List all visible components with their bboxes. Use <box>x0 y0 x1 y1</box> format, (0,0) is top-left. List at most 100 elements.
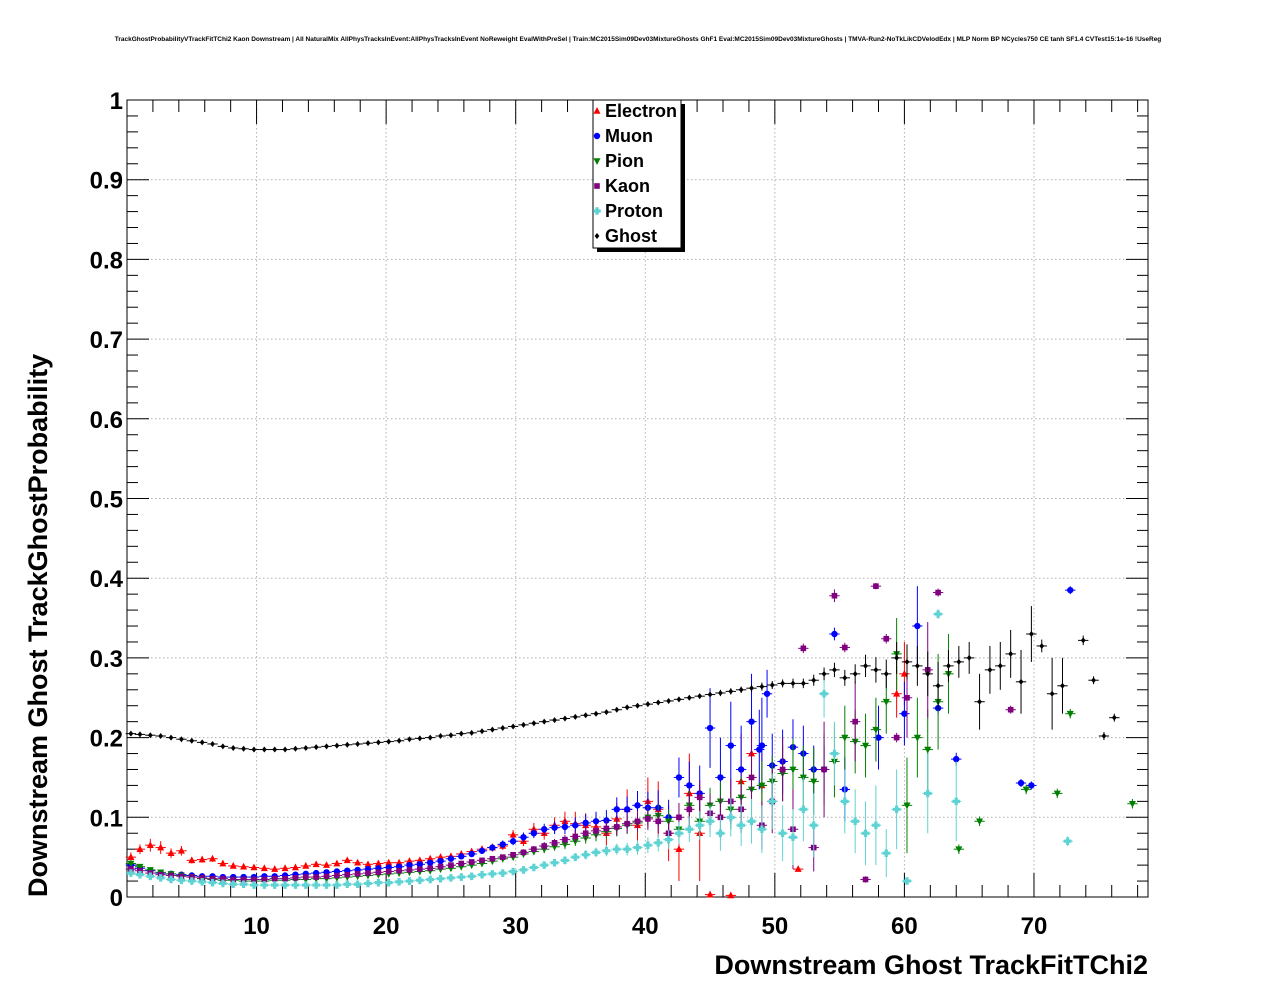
electron-point <box>675 845 683 852</box>
proton-point <box>187 877 196 885</box>
ghost-point <box>272 746 278 753</box>
ghost-point <box>583 712 589 719</box>
electron-point <box>209 854 217 862</box>
x-tick-label: 70 <box>1021 913 1048 940</box>
ghost-point <box>293 745 298 752</box>
kaon-point <box>323 873 330 880</box>
kaon-point <box>800 645 807 652</box>
pion-point <box>903 802 911 810</box>
kaon-point <box>613 824 620 830</box>
proton-point <box>127 869 135 877</box>
kaon-point <box>655 818 662 825</box>
ghost-point <box>500 725 506 732</box>
ghost-point <box>593 710 599 717</box>
proton-point <box>364 879 372 888</box>
proton-point <box>540 861 549 869</box>
electron-point <box>426 854 434 862</box>
ghost-point <box>147 732 153 739</box>
proton-point <box>478 870 486 879</box>
legend-marker-kaon <box>594 183 600 189</box>
legend-label-kaon: Kaon <box>605 176 650 196</box>
proton-point <box>675 829 683 838</box>
kaon-point <box>427 865 433 872</box>
proton-point <box>436 874 445 883</box>
ghost-point <box>189 737 195 744</box>
kaon-point <box>282 875 288 882</box>
kaon-point <box>251 876 257 883</box>
muon-point <box>1017 779 1025 787</box>
muon-point <box>634 802 641 809</box>
proton-point <box>561 856 569 865</box>
muon-point <box>499 841 506 848</box>
proton-point <box>405 877 414 885</box>
ghost-point <box>521 721 526 728</box>
proton-point <box>799 805 808 814</box>
muon-point <box>489 844 496 851</box>
proton-point <box>602 846 611 855</box>
muon-point <box>613 806 620 813</box>
proton-point <box>872 821 880 830</box>
kaon-point <box>468 859 475 865</box>
kaon-point <box>489 855 496 862</box>
proton-point <box>530 863 538 872</box>
ghost-point <box>718 689 723 696</box>
kaon-point <box>209 875 216 882</box>
ghost-point <box>531 720 537 727</box>
proton-point <box>239 880 248 889</box>
proton-point <box>737 821 745 830</box>
proton-point <box>312 881 320 889</box>
electron-point <box>893 689 901 697</box>
proton-point <box>498 869 507 877</box>
pion-point <box>882 698 890 706</box>
pion-point <box>789 766 797 774</box>
pion-point <box>955 846 963 854</box>
ghost-point <box>894 654 900 661</box>
electron-point <box>354 858 362 866</box>
kaon-point <box>779 766 786 773</box>
ghost-point <box>811 677 817 684</box>
ghost-point <box>489 726 495 733</box>
electron-point <box>291 863 299 871</box>
y-tick-label: 0.8 <box>90 247 123 274</box>
proton-point <box>156 874 165 882</box>
y-tick-label: 1 <box>110 88 123 115</box>
legend-items: Electron Muon Pion Kaon Proton Ghost <box>593 101 677 246</box>
electron-point <box>343 856 351 864</box>
x-tick-label: 40 <box>632 913 659 940</box>
proton-point <box>550 858 559 867</box>
kaon-point <box>178 873 185 880</box>
kaon-point <box>572 833 579 840</box>
electron-point <box>405 857 413 864</box>
electron-point <box>188 856 196 864</box>
ghost-point <box>344 741 350 748</box>
muon-point <box>478 847 486 854</box>
pion-point <box>551 843 559 851</box>
ghost-point <box>977 698 982 705</box>
proton-point <box>136 870 144 879</box>
kaon-point <box>396 867 402 874</box>
muon-point <box>675 774 683 781</box>
ghost-point <box>552 717 557 724</box>
ghost-point <box>210 740 215 747</box>
kaon-point <box>821 766 827 773</box>
ghost-point <box>842 674 848 681</box>
kaon-point <box>531 846 537 852</box>
proton-point <box>333 881 341 889</box>
kaon-point <box>603 825 610 832</box>
kaon-point <box>883 635 890 642</box>
pion-point <box>136 863 144 871</box>
kaon-point <box>448 862 454 868</box>
electron-point <box>302 861 310 869</box>
ghost-point <box>324 743 329 750</box>
kaon-point <box>271 875 278 882</box>
kaon-point <box>624 820 630 827</box>
muon-point <box>437 857 444 865</box>
muon-point <box>468 850 475 858</box>
kaon-point <box>168 872 174 879</box>
proton-point <box>374 878 383 887</box>
electron-point <box>333 859 341 867</box>
y-tick-label: 0.1 <box>90 805 123 832</box>
ghost-point <box>1091 677 1096 684</box>
proton-point <box>851 817 859 826</box>
ghost-point <box>1028 630 1034 637</box>
